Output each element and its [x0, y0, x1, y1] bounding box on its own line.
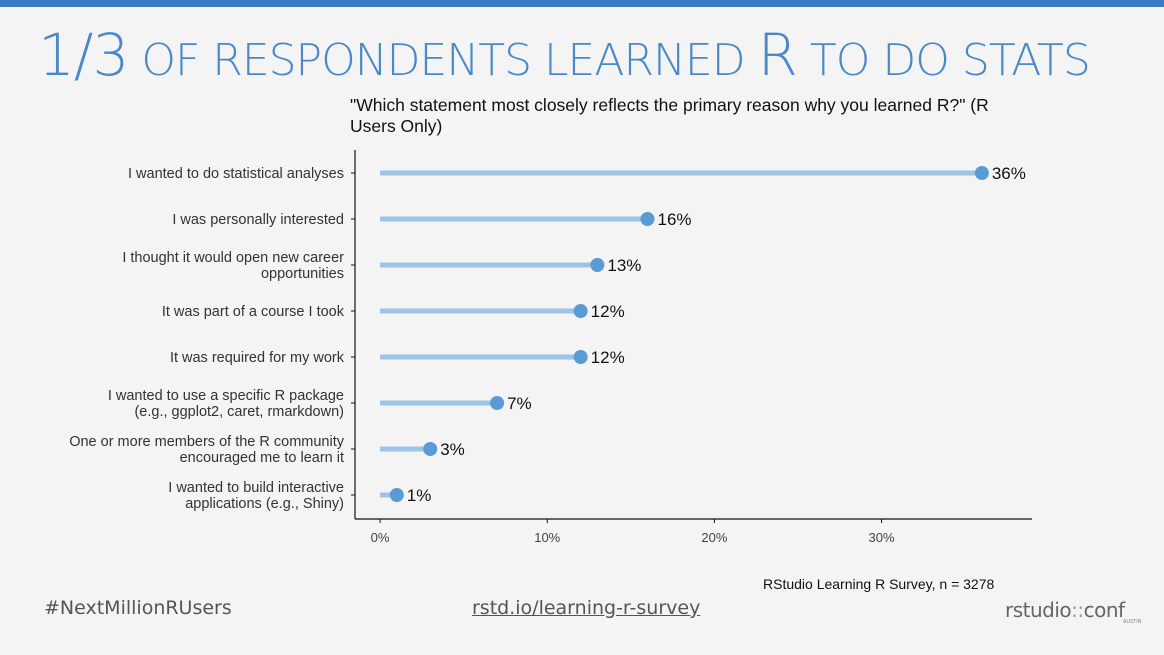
category-label: It was required for my work: [170, 350, 345, 366]
value-label: 36%: [992, 164, 1026, 183]
category-label: I wanted to use a specific R package (e.g…: [108, 388, 344, 420]
rstudio-conf-logo: rstudio::conf AUSTIN: [1005, 598, 1142, 625]
data-point: [389, 488, 404, 502]
category-label: I wanted to build interactive application…: [168, 480, 344, 512]
category-label: I thought it would open new career opport…: [122, 250, 344, 282]
value-label: 16%: [658, 210, 692, 229]
data-point: [573, 350, 588, 364]
title-fraction: 1/3: [38, 21, 129, 89]
chart-caption: RStudio Learning R Survey, n = 3278: [763, 576, 995, 592]
data-point: [573, 304, 588, 318]
title-r: R: [757, 21, 798, 89]
value-label: 12%: [591, 348, 625, 367]
x-tick-label: 20%: [701, 530, 727, 545]
hashtag: #NextMillionRUsers: [44, 597, 232, 619]
category-label: One or more members of the R community en…: [69, 434, 345, 466]
category-label: I was personally interested: [172, 212, 344, 228]
top-accent-bar: [0, 0, 1164, 7]
category-label: It was part of a course I took: [162, 304, 345, 320]
title-text-2: TO DO STATS: [796, 35, 1091, 86]
value-label: 12%: [591, 302, 625, 321]
lollipop-chart: I wanted to do statistical analyses 36% I …: [69, 150, 1032, 545]
category-label: I wanted to do statistical analyses: [128, 166, 344, 182]
value-label: 7%: [507, 394, 532, 413]
x-tick-label: 10%: [534, 530, 560, 545]
value-label: 1%: [407, 486, 432, 505]
title-text-1: OF RESPONDENTS LEARNED: [128, 35, 758, 86]
data-point: [974, 166, 989, 180]
value-label: 3%: [440, 440, 465, 459]
data-point: [590, 258, 605, 272]
survey-link[interactable]: rstd.io/learning-r-survey: [472, 597, 701, 619]
data-point: [490, 396, 505, 410]
data-point: [640, 212, 655, 226]
value-label: 13%: [607, 256, 641, 275]
x-tick-label: 30%: [869, 530, 895, 545]
chart-title: "Which statement most closely reflects t…: [350, 95, 989, 136]
slide-title: 1/3 OF RESPONDENTS LEARNED R TO DO STATS: [38, 26, 1148, 84]
x-tick-label: 0%: [371, 530, 390, 545]
data-point: [423, 442, 438, 456]
